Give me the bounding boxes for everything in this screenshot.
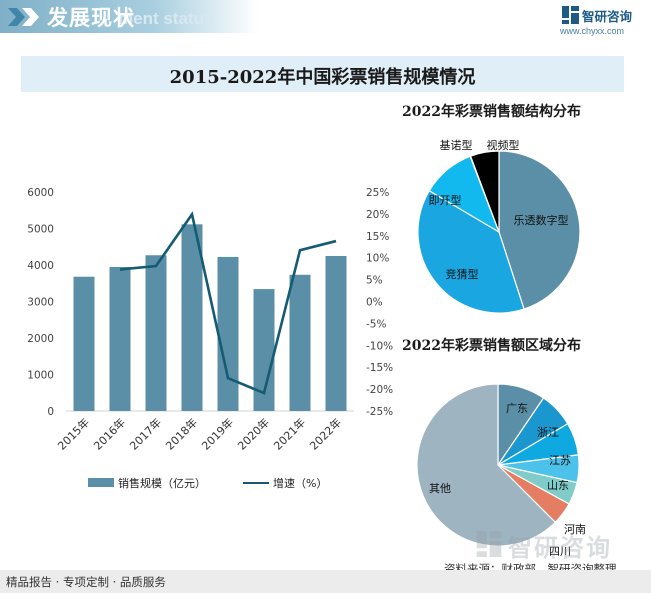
pie-label: 其他 [429,482,451,495]
brand-name: 智研咨询 [582,9,633,24]
pie-label: 四川 [549,545,571,556]
pie-label: 浙江 [537,426,559,439]
pie2-title: 2022年彩票销售额区域分布 [402,338,581,354]
watermark-text: 智研咨询 [508,534,612,562]
header-title: 发展现状 [47,6,135,30]
main-title: 2015-2022年中国彩票销售规模情况 [169,67,476,88]
y-right-tick-label: -25% [366,406,393,418]
watermark: 智研咨询 [476,528,636,562]
y-right-tick-label: 15% [366,231,389,243]
x-tick-label: 2021年 [271,415,308,452]
y-left-tick-label: 0 [47,406,54,418]
bar [325,255,347,411]
y-right-tick-label: 10% [366,253,389,265]
bar [145,255,167,411]
legend-bar-swatch [88,478,114,487]
x-tick-label: 2016年 [91,415,128,452]
pie-label: 基诺型 [440,138,473,152]
footer-slogan: 精品报告 · 专项定制 · 品质服务 [6,575,166,589]
brand: 智研咨询 www.chyxx.com [560,4,647,38]
y-right-tick-label: -20% [366,384,393,396]
y-right-tick-label: 25% [366,187,389,199]
watermark-logo-icon [476,531,502,557]
pie-label: 视频型 [487,138,520,152]
x-tick-label: 2018年 [163,415,200,452]
y-right-tick-label: -10% [366,340,393,352]
chevron-right-icon [8,8,39,26]
pie1-title: 2022年彩票销售额结构分布 [402,104,581,120]
bar [181,224,203,411]
brand-url: www.chyxx.com [560,26,625,36]
y-left-tick-label: 2000 [27,333,54,345]
pie-label: 乐透数字型 [514,213,569,227]
y-right-tick-label: 5% [366,275,383,287]
pie-label: 山东 [547,479,569,492]
footer: 精品报告 · 专项定制 · 品质服务 [0,570,651,593]
y-left-tick-label: 4000 [27,260,54,272]
pie-slice [469,150,500,233]
x-tick-label: 2015年 [55,415,92,452]
pie-label: 江苏 [549,454,571,467]
page-header: ment status 发展现状 智研咨询 www.chyxx.com [0,0,651,36]
bar [73,276,95,411]
pie-slice [416,383,557,547]
bar [109,266,131,411]
pie-slice [498,150,581,310]
x-tick-label: 2017年 [127,415,164,452]
y-right-tick-label: 0% [366,297,383,309]
x-tick-label: 2019年 [199,415,236,452]
pie-label: 河南 [564,523,586,536]
legend-label-sales: 销售规模（亿元） [118,477,206,490]
y-left-tick-label: 6000 [27,187,54,199]
brand-logo-icon [562,6,579,24]
y-right-tick-label: 20% [366,209,389,221]
pie-label: 即开型 [429,193,462,207]
pie-label: 竞猜型 [446,267,479,281]
legend-label-growth: 增速（%） [273,477,328,490]
pie-slice [417,189,525,314]
x-tick-label: 2020年 [235,415,272,452]
bar [217,256,239,411]
y-left-tick-label: 5000 [27,224,54,236]
bar-line-chart: 0 1000 2000 3000 4000 5000 6000 -25% -20% -15% -10… [27,187,393,453]
legend-line-swatch [243,482,269,484]
header-banner [0,0,258,33]
pie-label: 广东 [506,402,528,415]
y-right-tick-label: -15% [366,362,393,374]
y-left-tick-label: 3000 [27,297,54,309]
y-left-tick-label: 1000 [27,370,54,382]
header-subtitle: ment status [118,9,214,28]
title-bar: 2015-2022年中国彩票销售规模情况 [21,56,624,92]
y-right-tick-label: -5% [366,318,386,330]
bar [289,274,311,411]
x-tick-label: 2022年 [307,415,344,452]
bar [253,289,275,411]
